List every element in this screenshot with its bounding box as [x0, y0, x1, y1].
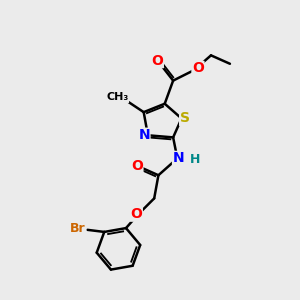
Text: O: O: [131, 159, 143, 173]
Text: H: H: [190, 153, 200, 166]
Text: N: N: [138, 128, 150, 142]
Text: Br: Br: [70, 222, 86, 235]
Text: O: O: [130, 207, 142, 221]
Text: O: O: [192, 61, 204, 75]
Text: N: N: [172, 152, 184, 165]
Text: O: O: [152, 54, 163, 68]
Text: S: S: [180, 112, 190, 125]
Text: CH₃: CH₃: [106, 92, 128, 102]
